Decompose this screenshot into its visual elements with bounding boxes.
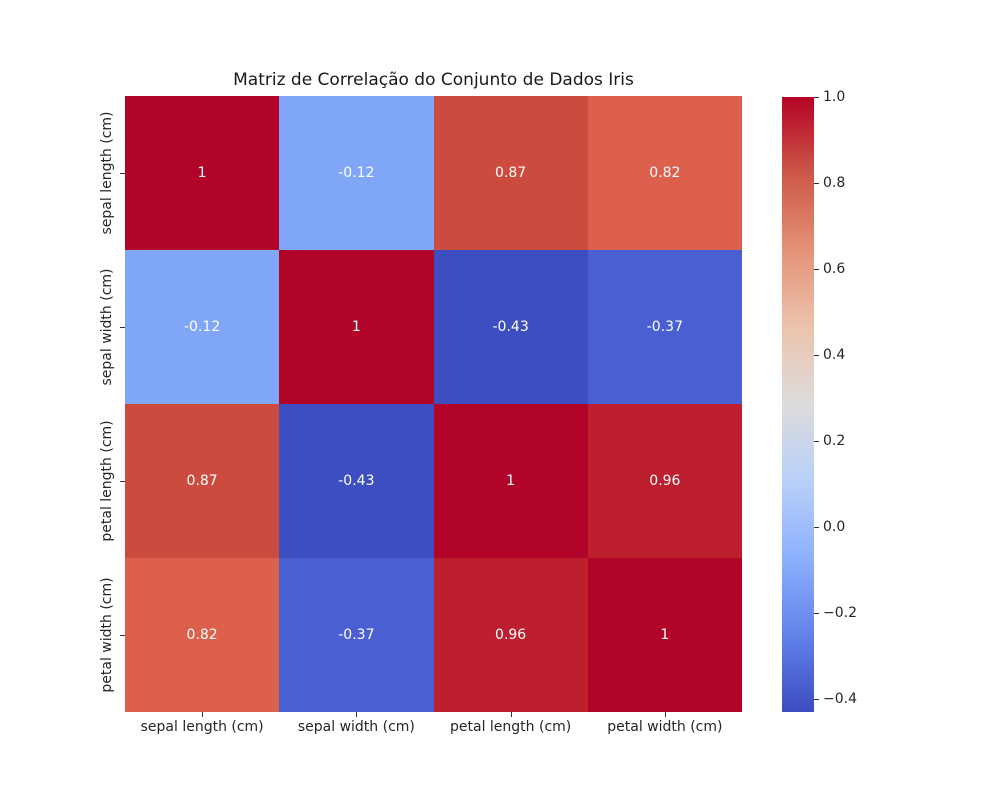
colorbar-tick-label: 1.0: [823, 89, 846, 105]
x-tick-label: sepal length (cm): [140, 719, 264, 735]
x-tick-mark: [356, 712, 358, 717]
colorbar-tick-mark: [814, 183, 819, 184]
colorbar-tick-label: 0.0: [823, 519, 846, 536]
y-tick-label: sepal width (cm): [99, 268, 115, 386]
colorbar-tick-label: −0.2: [823, 605, 857, 622]
heatmap-cell: 1: [279, 250, 434, 404]
heatmap-cell: -0.43: [433, 250, 588, 404]
y-tick-mark: [120, 635, 125, 636]
x-tick-mark: [664, 712, 666, 717]
heatmap-cell: -0.43: [279, 404, 434, 558]
heatmap-cell-value: 1: [197, 165, 207, 181]
heatmap-cell-value: 0.82: [186, 627, 218, 643]
heatmap-cell: 0.96: [433, 558, 588, 712]
y-tick-label: petal length (cm): [99, 420, 115, 542]
colorbar-tick-label: 0.2: [823, 433, 846, 450]
heatmap-cell: -0.12: [279, 96, 434, 250]
x-tick-label: petal length (cm): [450, 719, 572, 735]
heatmap-cell: 0.87: [125, 404, 280, 558]
heatmap-cell: 0.96: [587, 404, 742, 558]
heatmap-cell-value: 0.96: [495, 627, 527, 643]
heatmap-cell: 0.82: [125, 558, 280, 712]
y-tick-label: petal width (cm): [99, 577, 115, 693]
heatmap-cell: -0.37: [279, 558, 434, 712]
y-tick-mark: [120, 173, 125, 174]
heatmap-cell: -0.12: [125, 250, 280, 404]
heatmap-cell-value: -0.12: [338, 165, 375, 181]
colorbar-tick-mark: [814, 699, 819, 701]
heatmap-cell: 1: [587, 558, 742, 712]
heatmap-cell: 0.82: [587, 96, 742, 250]
colorbar-tick-label: −0.4: [823, 691, 857, 708]
colorbar-tick-mark: [814, 441, 819, 443]
heatmap-cell-value: -0.37: [646, 319, 683, 335]
colorbar-tick-label: 0.4: [823, 347, 846, 364]
heatmap-cell-value: 1: [506, 473, 516, 489]
y-tick-label: sepal length (cm): [99, 111, 115, 235]
chart-title: Matriz de Correlação do Conjunto de Dado…: [233, 70, 634, 90]
heatmap-cell-value: 0.82: [649, 165, 681, 181]
colorbar-tick-mark: [814, 613, 819, 615]
heatmap-cell-value: 1: [660, 627, 670, 643]
heatmap-cell-value: 0.96: [649, 473, 681, 489]
heatmap-cell-value: -0.37: [338, 627, 375, 643]
colorbar-gradient: [782, 97, 814, 712]
x-tick-label: sepal width (cm): [297, 719, 415, 735]
colorbar-tick-mark: [814, 97, 819, 98]
colorbar-tick-mark: [814, 355, 819, 357]
heatmap-cell: 0.87: [433, 96, 588, 250]
heatmap-cell-value: -0.43: [492, 319, 529, 335]
heatmap-cell-value: -0.12: [184, 319, 221, 335]
x-tick-mark: [510, 712, 512, 717]
x-tick-mark: [202, 712, 204, 717]
heatmap-cell-value: 0.87: [495, 165, 527, 181]
colorbar-tick-label: 0.6: [823, 261, 846, 278]
heatmap-cell: 1: [125, 96, 280, 250]
heatmap-cell-value: -0.43: [338, 473, 375, 489]
heatmap-cell: -0.37: [587, 250, 742, 404]
y-tick-mark: [120, 327, 125, 328]
heatmap-grid: 1 -0.12 0.87 0.82 -0.12 1 -0.43 -0.37 0.87 -0.43 1…: [125, 96, 742, 712]
x-tick-label: petal width (cm): [607, 719, 723, 735]
colorbar-tick-mark: [814, 269, 819, 271]
colorbar-tick-mark: [814, 527, 819, 529]
colorbar-tick-label: 0.8: [823, 175, 846, 191]
heatmap-cell-value: 0.87: [186, 473, 218, 489]
y-tick-mark: [120, 481, 125, 482]
heatmap-cell: 1: [433, 404, 588, 558]
heatmap-cell-value: 1: [351, 319, 361, 335]
